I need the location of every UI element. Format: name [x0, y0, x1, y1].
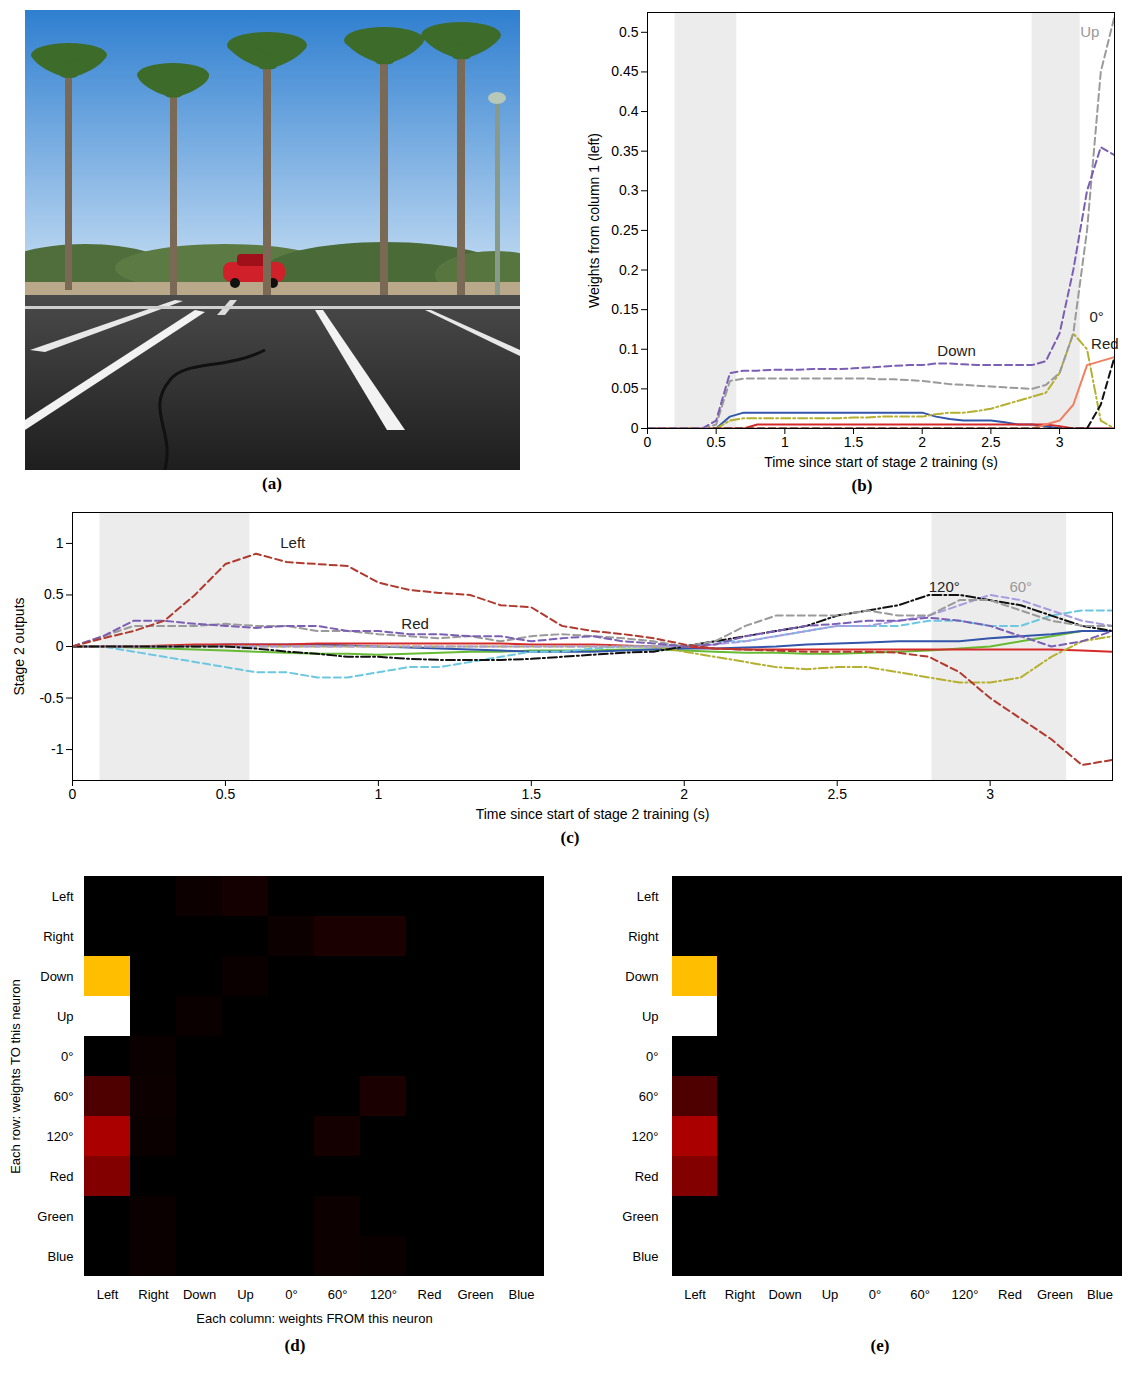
svg-text:Up: Up: [57, 1009, 74, 1024]
svg-text:Left: Left: [280, 534, 306, 551]
svg-text:120°: 120°: [47, 1129, 74, 1144]
svg-text:Left: Left: [637, 889, 659, 904]
svg-text:Green: Green: [622, 1209, 658, 1224]
svg-text:0.2: 0.2: [619, 262, 639, 278]
svg-text:0: 0: [644, 434, 652, 450]
svg-text:2.5: 2.5: [981, 434, 1001, 450]
svg-text:0.5: 0.5: [216, 786, 236, 802]
svg-text:0.25: 0.25: [611, 222, 638, 238]
svg-text:0.5: 0.5: [706, 434, 726, 450]
svg-text:Down: Down: [40, 969, 73, 984]
html-text:(c): (c): [560, 828, 580, 847]
svg-text:0.4: 0.4: [619, 103, 639, 119]
svg-text:0.3: 0.3: [619, 182, 639, 198]
svg-text:Each row: weights TO this neur: Each row: weights TO this neuron: [8, 979, 23, 1174]
svg-text:Up: Up: [642, 1009, 659, 1024]
svg-text:60°: 60°: [328, 1287, 348, 1302]
svg-text:0.1: 0.1: [619, 341, 639, 357]
svg-text:1.5: 1.5: [522, 786, 542, 802]
svg-text:1: 1: [781, 434, 789, 450]
svg-text:0: 0: [631, 420, 639, 436]
svg-text:Blue: Blue: [632, 1249, 658, 1264]
svg-text:60°: 60°: [54, 1089, 74, 1104]
svg-text:120°: 120°: [370, 1287, 397, 1302]
svg-text:0.5: 0.5: [619, 24, 639, 40]
svg-text:Red: Red: [1091, 335, 1119, 353]
svg-text:Stage 2 outputs: Stage 2 outputs: [11, 597, 27, 695]
svg-text:0: 0: [69, 786, 77, 802]
svg-text:Red: Red: [401, 615, 429, 632]
svg-text:3: 3: [986, 786, 994, 802]
svg-text:0°: 0°: [646, 1049, 658, 1064]
svg-text:60°: 60°: [910, 1287, 930, 1302]
svg-text:1: 1: [374, 786, 382, 802]
svg-text:-1: -1: [51, 741, 64, 757]
svg-text:Green: Green: [1037, 1287, 1073, 1302]
svg-text:Left: Left: [97, 1287, 119, 1302]
svg-text:Up: Up: [237, 1287, 254, 1302]
svg-text:0: 0: [56, 638, 64, 654]
svg-text:Weights from column 1 (left): Weights from column 1 (left): [586, 133, 602, 308]
svg-text:2.5: 2.5: [827, 786, 847, 802]
svg-text:Red: Red: [998, 1287, 1022, 1302]
svg-text:Down: Down: [183, 1287, 216, 1302]
svg-text:Blue: Blue: [47, 1249, 73, 1264]
svg-text:0.45: 0.45: [611, 63, 638, 79]
svg-text:Green: Green: [37, 1209, 73, 1224]
svg-text:0.05: 0.05: [611, 380, 638, 396]
svg-text:Down: Down: [937, 342, 975, 359]
svg-text:60°: 60°: [639, 1089, 659, 1104]
svg-text:Down: Down: [768, 1287, 801, 1302]
svg-text:Green: Green: [457, 1287, 493, 1302]
svg-text:Red: Red: [418, 1287, 442, 1302]
svg-text:3: 3: [1056, 434, 1064, 450]
svg-text:120°: 120°: [952, 1287, 979, 1302]
svg-text:Blue: Blue: [508, 1287, 534, 1302]
svg-text:Up: Up: [822, 1287, 839, 1302]
svg-text:2: 2: [680, 786, 688, 802]
html-text:(e): (e): [870, 1336, 890, 1355]
svg-text:0°: 0°: [61, 1049, 73, 1064]
svg-text:2: 2: [918, 434, 926, 450]
svg-text:Left: Left: [684, 1287, 706, 1302]
svg-text:0°: 0°: [869, 1287, 881, 1302]
html-text:(d): (d): [284, 1336, 306, 1355]
svg-text:Right: Right: [43, 929, 74, 944]
svg-text:Down: Down: [625, 969, 658, 984]
svg-text:Time since start of stage 2 tr: Time since start of stage 2 training (s): [764, 454, 998, 470]
svg-text:Left: Left: [52, 889, 74, 904]
svg-text:1: 1: [56, 535, 64, 551]
svg-text:Red: Red: [50, 1169, 74, 1184]
svg-text:Time since start of stage 2 tr: Time since start of stage 2 training (s): [476, 806, 710, 822]
html-text:(a): (a): [262, 474, 282, 493]
svg-text:1.5: 1.5: [844, 434, 864, 450]
svg-text:0°: 0°: [1089, 308, 1103, 325]
svg-text:0.15: 0.15: [611, 301, 638, 317]
svg-text:Right: Right: [628, 929, 659, 944]
svg-text:0.35: 0.35: [611, 143, 638, 159]
svg-text:120°: 120°: [632, 1129, 659, 1144]
svg-text:Up: Up: [1080, 23, 1099, 40]
svg-text:Blue: Blue: [1087, 1287, 1113, 1302]
svg-text:120°: 120°: [929, 578, 960, 595]
html-text:(b): (b): [851, 476, 873, 495]
svg-text:Right: Right: [725, 1287, 756, 1302]
svg-text:Red: Red: [635, 1169, 659, 1184]
svg-text:Right: Right: [138, 1287, 169, 1302]
svg-text:0.5: 0.5: [44, 586, 64, 602]
svg-text:60°: 60°: [1009, 578, 1032, 595]
svg-text:0°: 0°: [285, 1287, 297, 1302]
svg-text:Each column: weights FROM this: Each column: weights FROM this neuron: [196, 1311, 432, 1326]
svg-text:-0.5: -0.5: [39, 690, 63, 706]
